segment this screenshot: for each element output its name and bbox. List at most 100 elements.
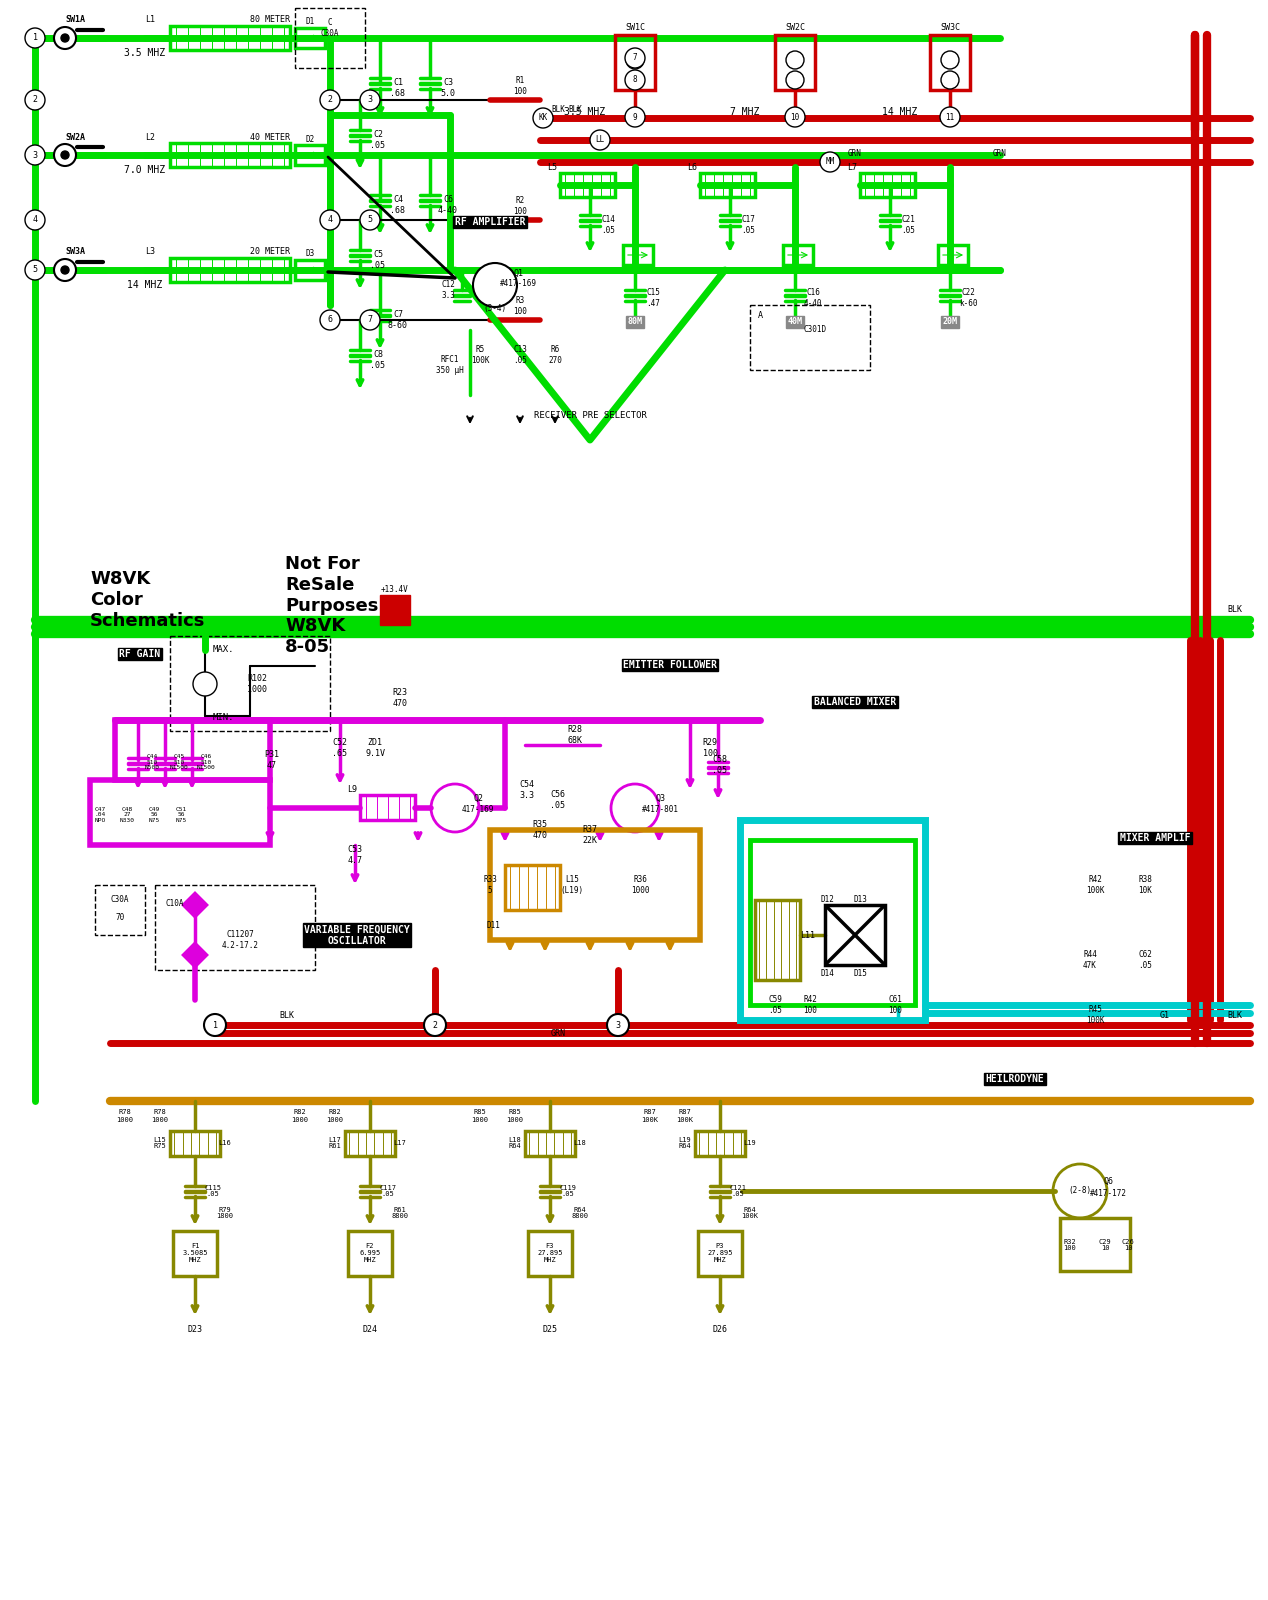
Text: 70: 70 bbox=[115, 912, 124, 922]
Text: R82
1000: R82 1000 bbox=[292, 1109, 308, 1123]
Circle shape bbox=[533, 109, 553, 128]
Text: C53
4.7: C53 4.7 bbox=[347, 845, 363, 864]
Circle shape bbox=[626, 51, 644, 69]
Text: 3: 3 bbox=[615, 1021, 620, 1029]
Text: SW1C: SW1C bbox=[625, 24, 645, 32]
Text: L19
R64: L19 R64 bbox=[678, 1136, 691, 1149]
Text: MIXER AMPLIF: MIXER AMPLIF bbox=[1120, 834, 1191, 843]
Text: R78
1000: R78 1000 bbox=[151, 1109, 169, 1123]
Circle shape bbox=[204, 1014, 226, 1037]
Text: 7 MHZ: 7 MHZ bbox=[730, 107, 760, 117]
Text: C56
.05: C56 .05 bbox=[550, 790, 566, 810]
Text: 5: 5 bbox=[368, 216, 373, 224]
Text: 8: 8 bbox=[633, 75, 638, 85]
Text: Q2: Q2 bbox=[473, 794, 483, 803]
Text: C59
.05: C59 .05 bbox=[768, 995, 782, 1014]
Text: C62
.05: C62 .05 bbox=[1139, 950, 1151, 970]
Polygon shape bbox=[183, 893, 207, 917]
Text: L5: L5 bbox=[547, 163, 557, 171]
Text: HEILRODYNE: HEILRODYNE bbox=[985, 1074, 1045, 1085]
Text: C15
.47: C15 .47 bbox=[647, 288, 659, 307]
Text: R42
100K: R42 100K bbox=[1085, 875, 1104, 894]
Text: D15: D15 bbox=[853, 968, 867, 978]
Text: R5
100K: R5 100K bbox=[470, 346, 489, 365]
Text: F3
27.895
MHZ: F3 27.895 MHZ bbox=[538, 1243, 563, 1262]
Text: RECEIVER PRE SELECTOR: RECEIVER PRE SELECTOR bbox=[534, 411, 647, 419]
Text: 40M: 40M bbox=[787, 317, 803, 326]
Text: R3
100: R3 100 bbox=[514, 296, 527, 315]
Text: C7
8-60: C7 8-60 bbox=[388, 310, 408, 330]
Text: C52
.65: C52 .65 bbox=[332, 738, 347, 758]
Text: 2: 2 bbox=[33, 96, 38, 104]
Text: C301D: C301D bbox=[804, 325, 827, 334]
Text: L3: L3 bbox=[145, 248, 155, 256]
Text: R23
470: R23 470 bbox=[393, 688, 407, 707]
Text: 20 METER: 20 METER bbox=[250, 248, 290, 256]
Circle shape bbox=[61, 266, 68, 274]
Text: D1: D1 bbox=[306, 18, 314, 27]
Text: Q6: Q6 bbox=[1103, 1176, 1113, 1186]
Text: D24: D24 bbox=[363, 1325, 378, 1333]
Text: R32
100: R32 100 bbox=[1064, 1238, 1077, 1251]
Text: 3: 3 bbox=[33, 150, 38, 160]
Circle shape bbox=[55, 259, 76, 282]
Text: C4
.68: C4 .68 bbox=[391, 195, 406, 214]
Text: A: A bbox=[757, 310, 762, 320]
Text: C51
56
N75: C51 56 N75 bbox=[175, 806, 186, 824]
Text: 417-169: 417-169 bbox=[462, 805, 495, 814]
Text: ZD1
9.1V: ZD1 9.1V bbox=[365, 738, 385, 758]
Text: #417-169: #417-169 bbox=[500, 278, 536, 288]
Text: C47
.04
NPO: C47 .04 NPO bbox=[94, 806, 105, 824]
Circle shape bbox=[25, 259, 44, 280]
Circle shape bbox=[820, 152, 839, 171]
Text: RFC1
350 µH: RFC1 350 µH bbox=[436, 355, 464, 374]
Text: L11: L11 bbox=[800, 931, 815, 939]
Text: D2: D2 bbox=[306, 134, 314, 144]
Text: C17
.05: C17 .05 bbox=[741, 216, 754, 235]
Text: R64
8800: R64 8800 bbox=[572, 1206, 588, 1219]
Text: R2
100: R2 100 bbox=[514, 197, 527, 216]
Text: C48
27
N330: C48 27 N330 bbox=[119, 806, 134, 824]
Text: L15
R75: L15 R75 bbox=[153, 1136, 166, 1149]
Text: 7: 7 bbox=[368, 315, 373, 325]
Circle shape bbox=[360, 90, 380, 110]
Text: W8VK
Color
Schematics: W8VK Color Schematics bbox=[90, 570, 205, 629]
Polygon shape bbox=[380, 595, 410, 626]
Text: R36
1000: R36 1000 bbox=[630, 875, 649, 894]
Text: C45
510
N1500: C45 510 N1500 bbox=[170, 754, 189, 770]
Text: R82
1000: R82 1000 bbox=[326, 1109, 344, 1123]
Text: R61
8800: R61 8800 bbox=[392, 1206, 408, 1219]
Text: C12
3.3: C12 3.3 bbox=[441, 280, 455, 299]
Text: R1
100: R1 100 bbox=[514, 77, 527, 96]
Text: 80 METER: 80 METER bbox=[250, 16, 290, 24]
Text: GRN: GRN bbox=[993, 149, 1007, 158]
Text: C1
.68: C1 .68 bbox=[391, 78, 406, 98]
Text: C16
4-40: C16 4-40 bbox=[804, 288, 822, 307]
Text: L9: L9 bbox=[347, 786, 358, 795]
Text: L6: L6 bbox=[687, 163, 697, 171]
Text: C22
k-60: C22 k-60 bbox=[959, 288, 978, 307]
Circle shape bbox=[786, 51, 804, 69]
Text: D12: D12 bbox=[820, 896, 834, 904]
Text: L16: L16 bbox=[218, 1139, 231, 1146]
Text: MM: MM bbox=[825, 157, 834, 166]
Text: C26
10: C26 10 bbox=[1122, 1238, 1135, 1251]
Text: BLK: BLK bbox=[568, 106, 582, 115]
Text: P3
27.895
MHZ: P3 27.895 MHZ bbox=[708, 1243, 733, 1262]
Circle shape bbox=[590, 130, 610, 150]
Text: #417-172: #417-172 bbox=[1089, 1189, 1126, 1197]
Text: 3.5 MHZ: 3.5 MHZ bbox=[124, 48, 166, 58]
Circle shape bbox=[786, 70, 804, 90]
Text: D23: D23 bbox=[188, 1325, 203, 1333]
Text: R29
100: R29 100 bbox=[702, 738, 718, 758]
Circle shape bbox=[607, 1014, 629, 1037]
Circle shape bbox=[625, 48, 645, 67]
Text: F1
3.5085
MHZ: F1 3.5085 MHZ bbox=[183, 1243, 208, 1262]
Text: L17: L17 bbox=[393, 1139, 406, 1146]
Text: BLK: BLK bbox=[552, 106, 566, 115]
Circle shape bbox=[785, 107, 805, 126]
Text: 10: 10 bbox=[790, 112, 800, 122]
Text: R64
100K: R64 100K bbox=[742, 1206, 758, 1219]
Text: C21
.05: C21 .05 bbox=[902, 216, 915, 235]
Text: R42
100: R42 100 bbox=[803, 995, 817, 1014]
